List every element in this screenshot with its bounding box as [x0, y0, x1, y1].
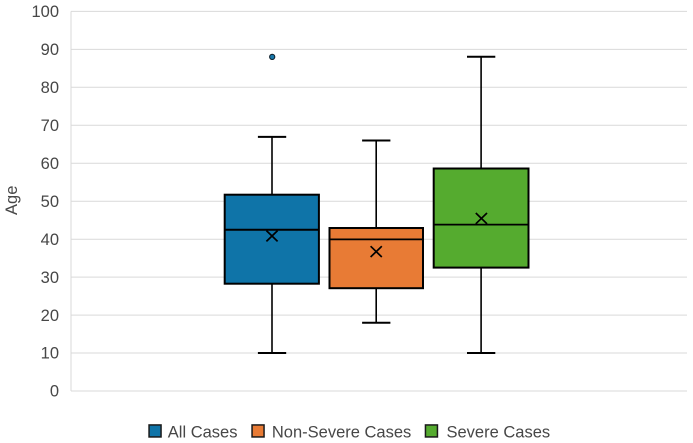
svg-text:All Cases: All Cases: [168, 423, 238, 441]
svg-text:0: 0: [50, 383, 59, 401]
svg-text:90: 90: [41, 41, 59, 59]
svg-text:100: 100: [31, 3, 59, 21]
svg-text:70: 70: [41, 117, 59, 135]
svg-text:Non-Severe Cases: Non-Severe Cases: [272, 423, 411, 441]
svg-text:50: 50: [41, 193, 59, 211]
svg-text:60: 60: [41, 155, 59, 173]
svg-text:Severe Cases: Severe Cases: [447, 423, 551, 441]
svg-text:80: 80: [41, 79, 59, 97]
svg-text:30: 30: [41, 269, 59, 287]
svg-text:10: 10: [41, 345, 59, 363]
svg-text:40: 40: [41, 231, 59, 249]
svg-text:20: 20: [41, 307, 59, 325]
svg-text:Age: Age: [3, 186, 21, 215]
